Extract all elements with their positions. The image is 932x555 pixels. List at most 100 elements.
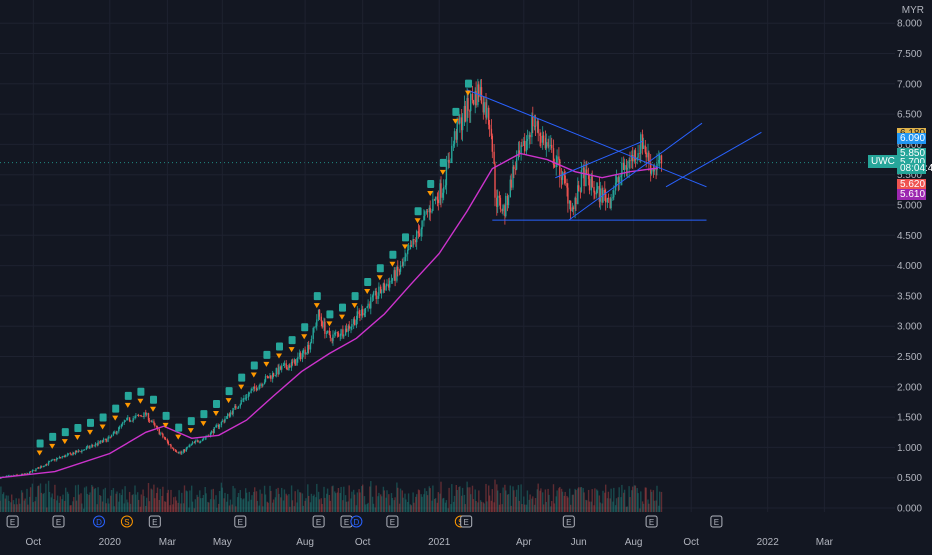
candle-body: [228, 413, 231, 417]
candle-body: [308, 344, 310, 350]
candle-body: [474, 91, 476, 105]
volume-bar: [610, 488, 612, 512]
volume-bar: [110, 489, 113, 512]
volume-bar: [132, 494, 134, 512]
volume-bar: [618, 487, 620, 512]
candle-body: [61, 456, 63, 458]
volume-bar: [412, 492, 414, 512]
volume-bar: [479, 500, 482, 512]
volume-bar: [361, 486, 363, 512]
event-marker-label: E: [649, 518, 654, 527]
volume-bar: [197, 496, 199, 512]
volume-bar: [323, 486, 325, 512]
volume-bar: [38, 485, 40, 512]
candle-body: [443, 187, 445, 193]
time-axis[interactable]: Oct 2020 Mar May Aug Oct 2021 Apr Jun Aug Oct 2022 M…: [26, 537, 834, 548]
candle-body: [488, 124, 491, 129]
signal-tag: [402, 233, 409, 242]
candle-body: [42, 466, 44, 468]
candle-body: [107, 438, 109, 442]
volume-bar: [19, 503, 21, 512]
candle-body: [520, 145, 522, 154]
candle-body: [531, 116, 533, 138]
sell-triangle: [49, 443, 56, 449]
candle-body: [226, 416, 228, 419]
candle-body: [445, 161, 448, 186]
volume-bar: [578, 487, 580, 512]
candle-body: [452, 144, 455, 146]
volume-bar: [242, 499, 244, 512]
candle-body: [132, 418, 134, 421]
volume-bar: [39, 483, 42, 512]
volume-bar: [234, 488, 236, 512]
candle-body: [134, 416, 136, 419]
candle-body: [428, 207, 430, 212]
volume-bar: [275, 488, 277, 512]
event-markers[interactable]: EEDSEEEEDESEEEE: [6, 515, 723, 528]
volume-bar: [644, 487, 646, 512]
signal-tag: [238, 373, 246, 382]
volume-bar: [480, 501, 483, 512]
candle-body: [418, 233, 421, 237]
volume-bar: [623, 492, 625, 512]
candle-body: [281, 365, 283, 370]
candle-body: [415, 240, 417, 243]
candle-body: [227, 413, 229, 417]
candle-body: [108, 436, 110, 439]
candle-body: [146, 413, 148, 415]
candle-body: [564, 175, 566, 184]
volume-bar: [564, 491, 566, 512]
signal-tag: [49, 432, 57, 441]
candle-body: [579, 191, 582, 193]
volume-bar: [285, 493, 287, 512]
price-axis[interactable]: 8.000 7.500 7.000 6.500 6.000 5.500 5.000 4.500…: [897, 19, 922, 515]
event-marker-label: S: [124, 518, 129, 527]
volume-bar: [135, 494, 137, 512]
trendlines[interactable]: [466, 89, 762, 221]
candle-body: [347, 325, 349, 332]
candle-body: [342, 329, 344, 337]
volume-bar: [140, 494, 142, 512]
candle-body: [162, 433, 164, 438]
volume-bar: [517, 485, 520, 512]
candle-body: [499, 197, 502, 210]
signal-tag: [313, 292, 321, 301]
candle-body: [72, 453, 74, 456]
candle-body: [402, 261, 404, 266]
volume-bar: [637, 493, 639, 512]
signal-tag: [124, 391, 132, 400]
candle-body: [423, 216, 425, 221]
candle-body: [56, 458, 59, 459]
candle-body: [128, 417, 131, 421]
volume-bar: [625, 506, 628, 512]
candle-body: [101, 440, 104, 442]
volume-bar: [250, 499, 252, 512]
volume-bar: [240, 498, 242, 512]
volume-bar: [32, 502, 34, 512]
volume-bar: [202, 494, 205, 512]
volume-bar: [601, 503, 603, 512]
volume-bar: [254, 487, 256, 512]
volume-bar: [367, 502, 369, 512]
candle-body: [401, 265, 403, 267]
ticker-badge[interactable]: UWC: [868, 155, 898, 168]
candle-body: [24, 473, 26, 475]
candle-body: [363, 313, 366, 316]
candle-body: [477, 84, 479, 106]
candle-body: [407, 249, 409, 255]
candle-body: [277, 368, 279, 375]
volume-bar: [566, 495, 568, 512]
candle-body: [647, 152, 649, 158]
volume-bar: [399, 488, 402, 512]
volume-bar: [100, 495, 102, 512]
volume-bar: [326, 488, 329, 512]
volume-bar: [377, 496, 379, 512]
candle-body: [147, 413, 150, 421]
volume-bar: [251, 495, 253, 512]
candle-body: [270, 375, 272, 379]
signal-tag: [162, 411, 170, 420]
candle-body: [533, 125, 536, 127]
volume-bar: [529, 494, 531, 512]
